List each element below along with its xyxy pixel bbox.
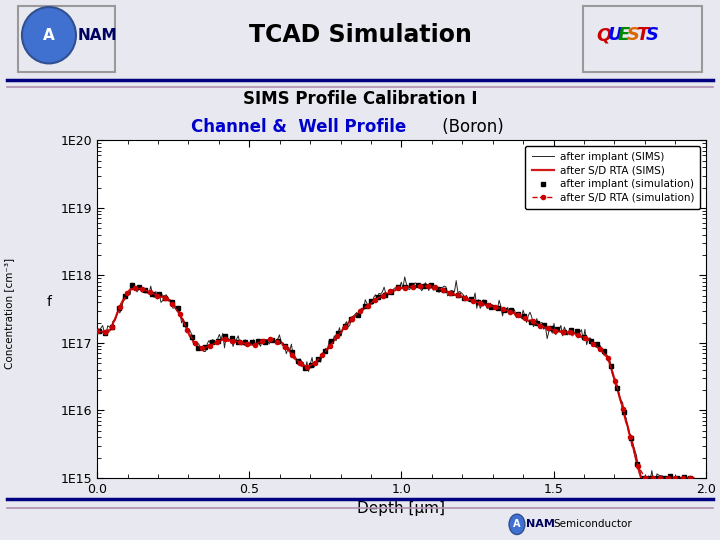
Text: SIMS Profile Calibration I: SIMS Profile Calibration I	[243, 90, 477, 108]
after implant (simulation)	[94, 328, 103, 334]
after implant (simulation)	[606, 363, 615, 369]
after implant (SIMS)	[685, 474, 694, 480]
Line: after implant (SIMS): after implant (SIMS)	[97, 277, 696, 483]
after implant (SIMS)	[253, 340, 261, 347]
Bar	[18, 6, 115, 72]
after implant (SIMS)	[687, 480, 696, 486]
after S/D RTA (SIMS)	[93, 328, 102, 334]
Text: A: A	[513, 519, 521, 529]
after S/D RTA (SIMS)	[165, 297, 174, 303]
Ellipse shape	[22, 7, 76, 63]
after implant (SIMS)	[414, 282, 423, 289]
after S/D RTA (SIMS)	[689, 475, 698, 481]
after S/D RTA (simulation)	[415, 282, 424, 289]
after S/D RTA (simulation)	[93, 328, 102, 334]
Text: Semiconductor: Semiconductor	[554, 519, 632, 529]
after S/D RTA (SIMS)	[636, 475, 645, 481]
Y-axis label: f: f	[47, 295, 52, 309]
Text: Channel &  Well Profile: Channel & Well Profile	[192, 118, 406, 136]
after S/D RTA (simulation)	[649, 475, 657, 481]
Bar	[583, 6, 702, 72]
Text: Concentration [cm⁻³]: Concentration [cm⁻³]	[4, 258, 14, 369]
after implant (simulation)	[407, 281, 415, 288]
after S/D RTA (SIMS)	[525, 318, 534, 325]
Line: after S/D RTA (SIMS): after S/D RTA (SIMS)	[97, 285, 693, 478]
after implant (simulation)	[513, 310, 522, 317]
Text: NAM: NAM	[78, 28, 117, 43]
Text: T: T	[636, 26, 649, 44]
Text: U: U	[608, 26, 622, 44]
after implant (simulation)	[639, 475, 648, 481]
after implant (SIMS)	[400, 274, 409, 280]
Text: S: S	[646, 26, 659, 44]
after S/D RTA (simulation)	[461, 294, 469, 301]
Legend: after implant (SIMS), after S/D RTA (SIMS), after implant (simulation), after S/: after implant (SIMS), after S/D RTA (SIM…	[526, 146, 701, 209]
after S/D RTA (simulation)	[686, 475, 695, 481]
after implant (SIMS)	[449, 288, 457, 294]
after S/D RTA (simulation)	[356, 307, 364, 314]
after implant (simulation)	[672, 475, 681, 481]
after implant (SIMS)	[93, 325, 102, 332]
after implant (simulation)	[174, 305, 183, 311]
Text: TCAD Simulation: TCAD Simulation	[248, 23, 472, 47]
after S/D RTA (SIMS)	[329, 338, 338, 344]
after S/D RTA (simulation)	[506, 308, 515, 315]
after implant (SIMS)	[692, 475, 701, 482]
Text: Q: Q	[596, 26, 611, 44]
Line: after implant (simulation): after implant (simulation)	[96, 283, 693, 480]
after S/D RTA (SIMS)	[287, 350, 296, 357]
after implant (simulation)	[274, 338, 282, 345]
after S/D RTA (SIMS)	[408, 281, 417, 288]
after implant (simulation)	[686, 475, 695, 481]
after S/D RTA (simulation)	[483, 302, 492, 308]
after S/D RTA (SIMS)	[469, 298, 478, 304]
Ellipse shape	[509, 514, 525, 535]
after implant (SIMS)	[369, 294, 378, 300]
Text: E: E	[618, 26, 630, 44]
after S/D RTA (simulation)	[454, 292, 462, 299]
Text: NAM: NAM	[526, 519, 555, 529]
Text: S: S	[627, 26, 640, 44]
after implant (SIMS)	[668, 475, 677, 482]
Line: after S/D RTA (simulation): after S/D RTA (simulation)	[95, 284, 693, 480]
after implant (simulation)	[593, 341, 602, 347]
Text: (Boron): (Boron)	[437, 118, 504, 136]
after S/D RTA (SIMS)	[528, 317, 536, 323]
X-axis label: Depth [μm]: Depth [μm]	[357, 501, 446, 516]
after S/D RTA (simulation)	[626, 434, 634, 440]
Text: A: A	[43, 28, 55, 43]
